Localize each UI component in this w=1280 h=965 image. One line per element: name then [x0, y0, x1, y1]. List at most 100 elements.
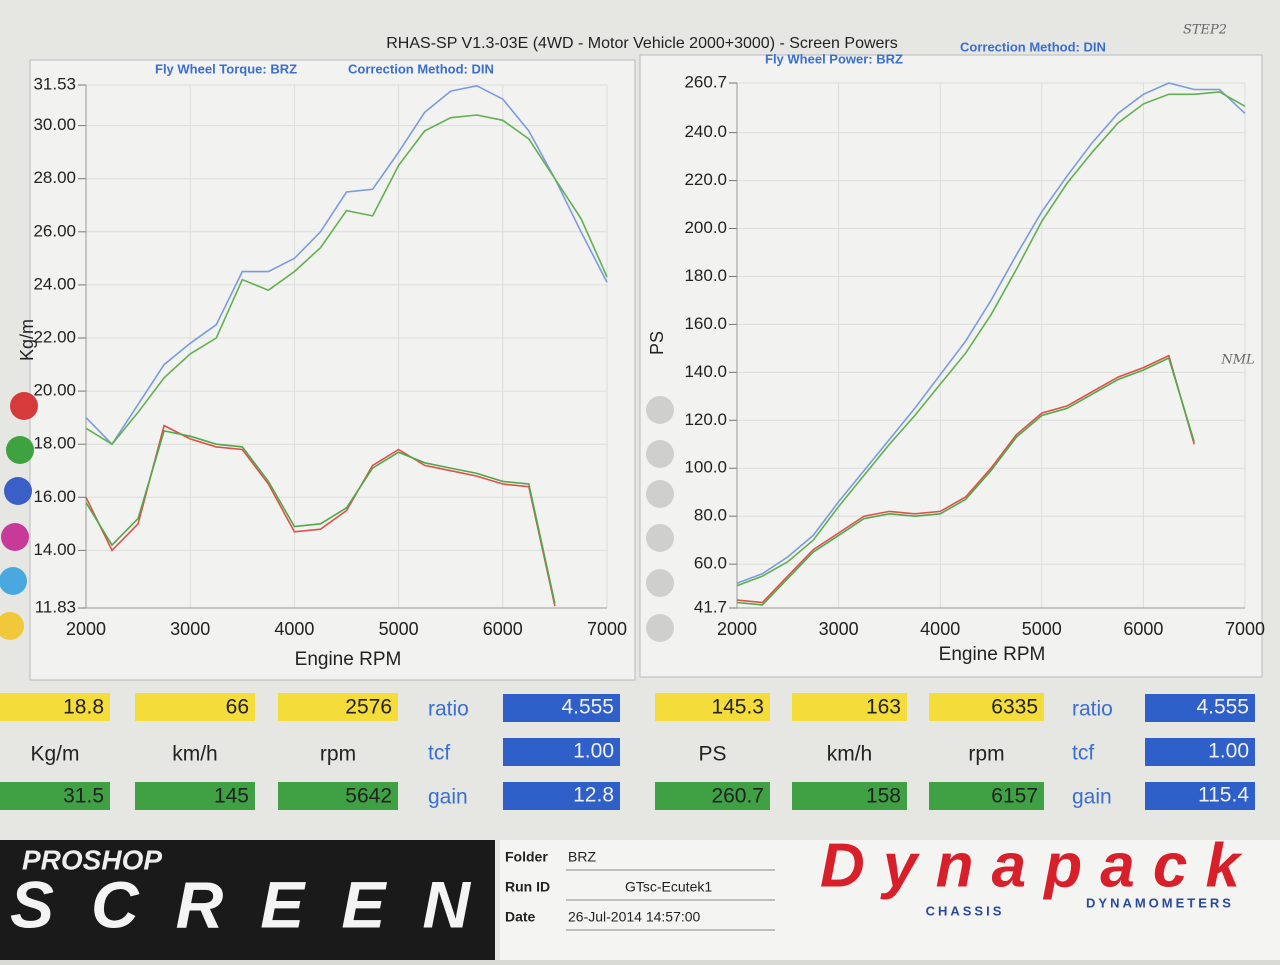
y-tick-label: 28.00: [33, 168, 76, 187]
chart-subtitle: Correction Method: DIN: [960, 39, 1106, 54]
unit-label: km/h: [172, 743, 218, 766]
series-line: [85, 114, 608, 446]
field-value: 26-Jul-2014 14:57:00: [568, 909, 701, 925]
unit-label: Kg/m: [30, 743, 79, 766]
brand-top: PROSHOP: [22, 844, 162, 875]
value-box: [792, 693, 907, 721]
dot: [10, 392, 38, 420]
brand-block: [0, 840, 495, 960]
param-value: 1.00: [1208, 740, 1249, 763]
annotation: NML: [1220, 353, 1254, 368]
value-box: [135, 782, 255, 810]
field-value: GTsc-Ecutek1: [625, 879, 712, 895]
series-line: [85, 424, 556, 607]
dot: [1, 523, 29, 551]
chart-title: Fly Wheel Torque: BRZ: [155, 61, 297, 76]
bottom-value: 158: [866, 785, 901, 808]
bottom-value: 5642: [345, 785, 392, 808]
value-box: [278, 693, 398, 721]
logo-left: CHASSIS: [926, 903, 1005, 918]
dot: [0, 567, 27, 595]
value-box: [655, 693, 770, 721]
bottom-value: 260.7: [711, 785, 764, 808]
unit-label: rpm: [320, 743, 356, 766]
field-label: Date: [505, 909, 536, 925]
y-tick-label: 41.7: [694, 597, 727, 616]
x-tick-label: 4000: [920, 619, 960, 639]
y-tick-label: 11.83: [35, 597, 76, 616]
param-value: 4.555: [561, 696, 614, 719]
unit-label: rpm: [968, 743, 1004, 766]
top-value: 18.8: [63, 696, 104, 719]
x-tick-label: 2000: [66, 619, 106, 639]
y-tick-label: 160.0: [684, 314, 727, 333]
dot: [646, 396, 674, 424]
param-label: gain: [428, 786, 468, 809]
series-line: [85, 429, 556, 604]
y-tick-label: 24.00: [33, 274, 76, 293]
param-box: [1145, 738, 1255, 766]
y-tick-label: 60.0: [694, 554, 727, 573]
param-label: tcf: [428, 742, 450, 765]
field-label: Run ID: [505, 879, 550, 895]
y-tick-label: 140.0: [684, 362, 727, 381]
param-box: [1145, 782, 1255, 810]
dot: [646, 480, 674, 508]
y-tick-label: 26.00: [33, 221, 76, 240]
top-value: 145.3: [711, 696, 764, 719]
x-tick-label: 3000: [170, 619, 210, 639]
x-tick-label: 5000: [1022, 619, 1062, 639]
x-tick-label: 2000: [717, 619, 757, 639]
top-value: 163: [866, 696, 901, 719]
y-tick-label: 30.00: [33, 115, 76, 134]
param-box: [1145, 694, 1255, 722]
chart-subtitle: Correction Method: DIN: [348, 61, 494, 76]
y-tick-label: 260.7: [684, 72, 727, 91]
y-tick-label: 16.00: [33, 487, 76, 506]
series-line: [736, 356, 1195, 606]
legend-dots: [0, 392, 674, 642]
y-tick-label: 240.0: [684, 122, 727, 141]
bottom-value: 31.5: [63, 785, 104, 808]
x-tick-label: 7000: [587, 619, 627, 639]
y-tick-label: 80.0: [694, 506, 727, 525]
value-box: [0, 693, 110, 721]
y-tick-label: 31.53: [33, 74, 76, 93]
x-axis-label: Engine RPM: [295, 649, 402, 670]
logo-right: DYNAMOMETERS: [1086, 895, 1234, 910]
dot: [0, 612, 24, 640]
param-value: 4.555: [1196, 696, 1249, 719]
dot: [646, 569, 674, 597]
x-tick-label: 4000: [274, 619, 314, 639]
unit-label: km/h: [827, 743, 873, 766]
param-value: 1.00: [573, 740, 614, 763]
series-line: [85, 84, 608, 446]
dot: [646, 614, 674, 642]
value-box: [792, 782, 907, 810]
top-value: 6335: [991, 696, 1038, 719]
param-label: tcf: [1072, 742, 1094, 765]
x-axis-label: Engine RPM: [939, 644, 1046, 665]
y-tick-label: 20.00: [33, 381, 76, 400]
param-box: [503, 782, 620, 810]
field-value: BRZ: [568, 849, 596, 865]
sheet-title: RHAS-SP V1.3-03E (4WD - Motor Vehicle 20…: [386, 35, 898, 52]
top-value: 66: [226, 696, 249, 719]
value-box: [929, 782, 1044, 810]
param-box: [503, 738, 620, 766]
value-box: [135, 693, 255, 721]
y-tick-label: 220.0: [684, 170, 727, 189]
dot: [646, 524, 674, 552]
right-panel: [639, 54, 1263, 678]
dot: [646, 440, 674, 468]
param-value: 12.8: [573, 784, 614, 807]
y-axis-label: Kg/m: [17, 319, 37, 361]
chart-title: Fly Wheel Power: BRZ: [765, 51, 903, 66]
param-label: ratio: [1072, 698, 1113, 721]
series-line: [736, 82, 1246, 585]
param-box: [503, 694, 620, 722]
param-value: 115.4: [1198, 784, 1249, 807]
param-label: gain: [1072, 786, 1112, 809]
value-box: [655, 782, 770, 810]
x-tick-label: 6000: [1123, 619, 1163, 639]
